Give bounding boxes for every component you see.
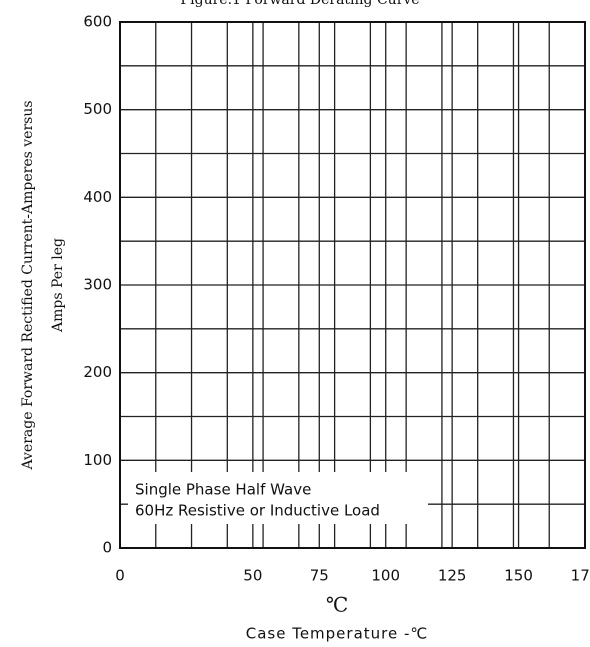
x-tick-label: 150	[504, 567, 533, 585]
x-axis-unit: ℃	[326, 593, 348, 617]
annotation: 60Hz Resistive or Inductive Load	[135, 502, 380, 520]
x-tick-label: 50	[243, 567, 262, 585]
y-tick-label: 600	[83, 13, 112, 31]
y-label-line: Average Forward Rectified Current-Ampere…	[20, 100, 36, 470]
x-tick-label: 100	[371, 567, 400, 585]
plot-frame	[119, 21, 586, 549]
y-axis-label: Average Forward Rectified Current-Ampere…	[20, 100, 66, 470]
y-tick-label: 400	[83, 188, 112, 206]
y-tick-label: 500	[83, 100, 112, 118]
y-tick-label: 200	[83, 363, 112, 381]
annotation: Single Phase Half Wave	[135, 481, 311, 499]
y-tick-label: 0	[102, 539, 112, 557]
x-axis-label: Case Temperature -℃	[246, 625, 429, 643]
x-tick-label: 75	[310, 567, 329, 585]
x-tick-label: 175	[571, 567, 590, 585]
x-tick-label: 125	[438, 567, 467, 585]
y-label-line: Amps Per leg	[50, 238, 66, 333]
chart-title: Figure.1 Forward Derating Curve	[180, 0, 419, 8]
annotation-box	[128, 472, 428, 524]
y-tick-label: 300	[83, 276, 112, 294]
y-tick-label: 100	[83, 451, 112, 469]
x-tick-label: 0	[115, 567, 125, 585]
